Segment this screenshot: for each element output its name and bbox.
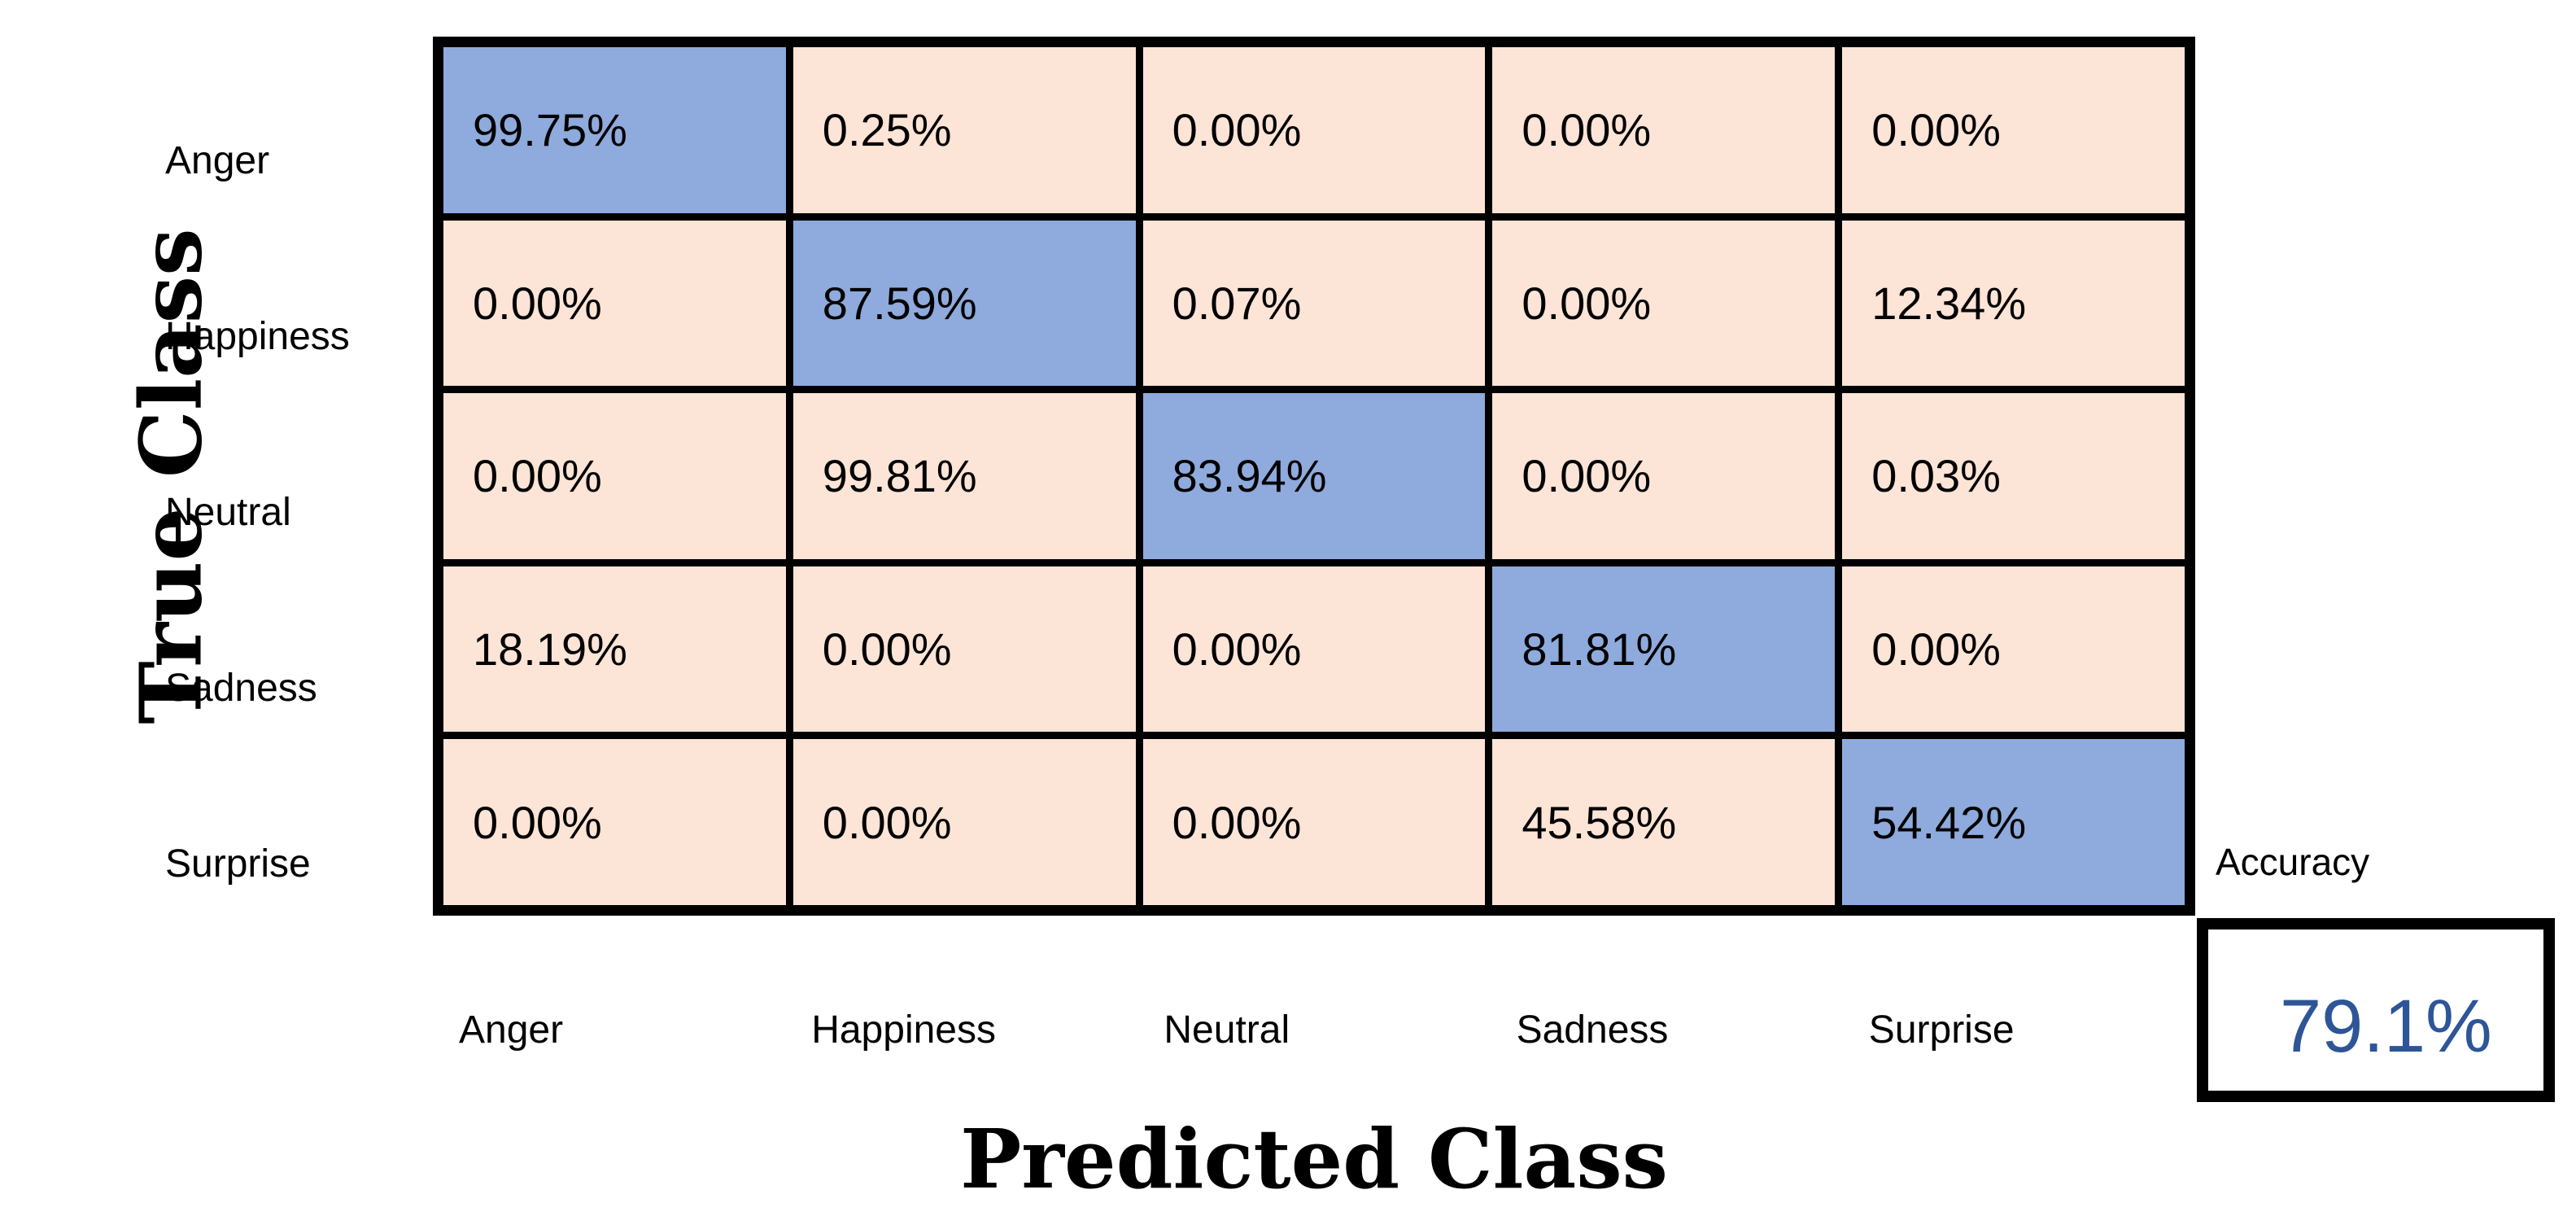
row-label-text: Neutral bbox=[165, 490, 291, 534]
matrix-cell-sadness-sadness: 81.81% bbox=[1492, 566, 1836, 733]
row-label-neutral: Neutral bbox=[0, 388, 433, 564]
row-label-text: Sadness bbox=[165, 666, 317, 710]
matrix-cell-surprise-anger: 0.00% bbox=[443, 739, 786, 905]
col-label-neutral: Neutral bbox=[1164, 1008, 1290, 1052]
matrix-cell-happiness-neutral: 0.07% bbox=[1142, 220, 1486, 387]
confusion-matrix-grid: 99.75% 0.25% 0.00% 0.00% 0.00% 0.00% 87.59% 0.0… bbox=[433, 37, 2195, 916]
row-label-happiness: Happiness bbox=[0, 212, 433, 388]
matrix-cell-surprise-neutral: 0.00% bbox=[1142, 739, 1486, 905]
matrix-cell-anger-happiness: 0.25% bbox=[792, 47, 1136, 213]
matrix-cell-surprise-surprise: 54.42% bbox=[1842, 739, 2185, 905]
matrix-cell-surprise-happiness: 0.00% bbox=[792, 739, 1136, 905]
matrix-cell-neutral-happiness: 99.81% bbox=[792, 393, 1136, 559]
matrix-cell-sadness-surprise: 0.00% bbox=[1842, 566, 2185, 733]
row-label-surprise: Surprise bbox=[0, 740, 433, 916]
matrix-cell-neutral-sadness: 0.00% bbox=[1492, 393, 1836, 559]
matrix-cell-anger-surprise: 0.00% bbox=[1842, 47, 2185, 213]
matrix-cell-anger-neutral: 0.00% bbox=[1142, 47, 1486, 213]
matrix-cell-happiness-surprise: 12.34% bbox=[1842, 220, 2185, 387]
matrix-cell-happiness-anger: 0.00% bbox=[443, 220, 786, 387]
matrix-cell-anger-anger: 99.75% bbox=[443, 47, 786, 213]
matrix-cell-surprise-sadness: 45.58% bbox=[1492, 739, 1836, 905]
col-label-anger: Anger bbox=[459, 1008, 564, 1052]
accuracy-label: Accuracy bbox=[2216, 841, 2370, 883]
accuracy-value: 79.1% bbox=[2280, 985, 2492, 1068]
matrix-cell-neutral-anger: 0.00% bbox=[443, 393, 786, 559]
matrix-cell-neutral-neutral: 83.94% bbox=[1142, 393, 1486, 559]
matrix-cell-neutral-surprise: 0.03% bbox=[1842, 393, 2185, 559]
matrix-cell-anger-sadness: 0.00% bbox=[1492, 47, 1836, 213]
matrix-cell-happiness-sadness: 0.00% bbox=[1492, 220, 1836, 387]
row-label-anger: Anger bbox=[0, 37, 433, 212]
col-label-surprise: Surprise bbox=[1868, 1008, 2015, 1052]
col-label-happiness: Happiness bbox=[811, 1008, 996, 1052]
matrix-cell-happiness-happiness: 87.59% bbox=[792, 220, 1136, 387]
row-label-sadness: Sadness bbox=[0, 564, 433, 740]
row-label-text: Happiness bbox=[165, 314, 350, 358]
true-class-tick-labels: Anger Happiness Neutral Sadness Surprise bbox=[0, 37, 433, 916]
matrix-cell-sadness-anger: 18.19% bbox=[443, 566, 786, 733]
accuracy-box: 79.1% bbox=[2197, 918, 2555, 1102]
matrix-cell-sadness-neutral: 0.00% bbox=[1142, 566, 1486, 733]
row-label-text: Surprise bbox=[165, 842, 311, 886]
row-label-text: Anger bbox=[165, 138, 270, 182]
x-axis-title: Predicted Class bbox=[960, 1111, 1668, 1207]
matrix-cell-sadness-happiness: 0.00% bbox=[792, 566, 1136, 733]
col-label-sadness: Sadness bbox=[1516, 1008, 1669, 1052]
predicted-class-tick-labels: Anger Happiness Neutral Sadness Surprise bbox=[433, 969, 2195, 1091]
